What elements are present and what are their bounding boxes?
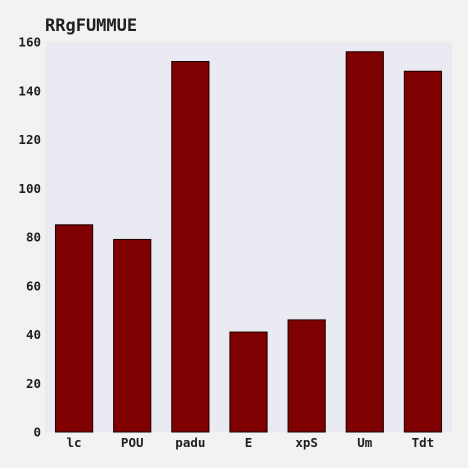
x-tick-label: lc [67,435,82,450]
y-tick-label: 100 [18,181,41,196]
x-tick-label: Um [357,435,373,450]
y-tick-label: 80 [26,230,41,245]
bar-xpS [287,319,326,433]
bar-POU [113,238,152,433]
y-tick-label: 120 [18,132,41,147]
bar-E [229,331,268,433]
x-tick-label: padu [175,435,205,450]
x-tick-label: xpS [295,435,318,450]
y-tick-label: 140 [18,83,41,98]
bar-lc [54,224,94,433]
x-tick-label: E [245,435,253,450]
y-tick-label: 20 [26,376,41,391]
y-axis-ticks: 0 20 40 60 80 100 120 140 160 [18,35,41,440]
y-tick-label: 0 [33,425,41,440]
x-tick-label: POU [121,435,144,450]
bars [54,51,443,433]
y-tick-label: 160 [18,35,41,50]
bar-Um [345,51,384,433]
y-tick-label: 40 [26,327,41,342]
bar-padu [171,61,210,433]
bar-Tdt [403,70,443,433]
y-tick-label: 60 [26,278,41,293]
chart-title: RRgFUMMUE [45,16,137,36]
x-tick-label: Tdt [412,435,435,450]
